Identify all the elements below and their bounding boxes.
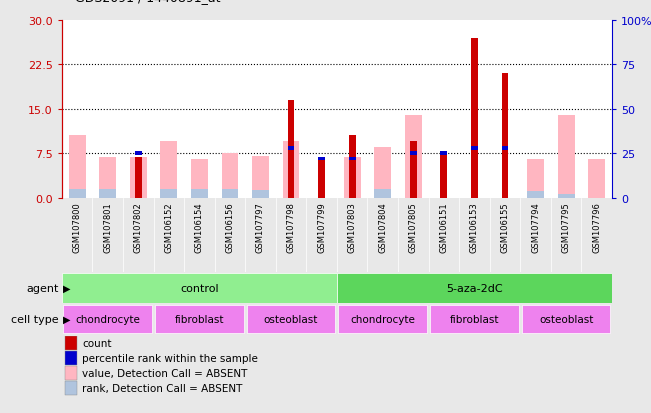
- Bar: [221, 189, 238, 198]
- Text: GSM107804: GSM107804: [378, 202, 387, 253]
- Bar: [318, 157, 325, 161]
- Bar: [63, 305, 152, 333]
- Bar: [62, 273, 337, 303]
- Bar: [64, 351, 77, 365]
- Text: fibroblast: fibroblast: [174, 314, 224, 324]
- Bar: [502, 147, 508, 150]
- Text: ▶: ▶: [63, 314, 71, 324]
- Bar: [558, 195, 574, 198]
- Bar: [135, 158, 142, 198]
- Bar: [522, 305, 611, 333]
- Bar: [155, 305, 243, 333]
- Bar: [349, 136, 355, 198]
- Bar: [283, 142, 299, 198]
- Bar: [252, 190, 269, 198]
- Bar: [527, 160, 544, 198]
- Text: GSM107794: GSM107794: [531, 202, 540, 253]
- Text: GSM107805: GSM107805: [409, 202, 418, 253]
- Text: GSM107799: GSM107799: [317, 202, 326, 253]
- Bar: [471, 147, 478, 150]
- Bar: [339, 305, 427, 333]
- Bar: [252, 157, 269, 198]
- Text: agent: agent: [26, 283, 59, 293]
- Bar: [527, 191, 544, 198]
- Text: chondrocyte: chondrocyte: [76, 314, 140, 324]
- Text: GSM107802: GSM107802: [133, 202, 143, 253]
- Text: GSM107798: GSM107798: [286, 202, 296, 253]
- Text: 5-aza-2dC: 5-aza-2dC: [446, 283, 503, 293]
- Text: cell type: cell type: [11, 314, 59, 324]
- Text: GSM106153: GSM106153: [470, 202, 479, 253]
- Bar: [64, 366, 77, 380]
- Text: GDS2091 / 1440891_at: GDS2091 / 1440891_at: [75, 0, 221, 4]
- Bar: [160, 142, 177, 198]
- Text: count: count: [82, 338, 112, 349]
- Text: GSM107803: GSM107803: [348, 202, 357, 253]
- Text: value, Detection Call = ABSENT: value, Detection Call = ABSENT: [82, 368, 247, 378]
- Text: GSM106155: GSM106155: [501, 202, 510, 252]
- Bar: [130, 158, 146, 198]
- Text: GSM106154: GSM106154: [195, 202, 204, 252]
- Bar: [69, 136, 85, 198]
- Bar: [441, 152, 447, 156]
- Bar: [441, 154, 447, 198]
- Bar: [558, 115, 574, 198]
- Bar: [221, 154, 238, 198]
- Bar: [374, 148, 391, 198]
- Text: rank, Detection Call = ABSENT: rank, Detection Call = ABSENT: [82, 383, 243, 393]
- Text: ▶: ▶: [63, 283, 71, 293]
- Bar: [410, 152, 417, 156]
- Text: GSM107796: GSM107796: [592, 202, 601, 253]
- Text: GSM107801: GSM107801: [104, 202, 112, 253]
- Bar: [191, 160, 208, 198]
- Bar: [100, 189, 116, 198]
- Text: osteoblast: osteoblast: [264, 314, 318, 324]
- Text: GSM106156: GSM106156: [225, 202, 234, 253]
- Text: GSM107795: GSM107795: [562, 202, 570, 253]
- Bar: [410, 142, 417, 198]
- Bar: [69, 189, 85, 198]
- Bar: [191, 189, 208, 198]
- Text: chondrocyte: chondrocyte: [350, 314, 415, 324]
- Bar: [135, 152, 142, 156]
- Bar: [247, 305, 335, 333]
- Text: percentile rank within the sample: percentile rank within the sample: [82, 353, 258, 363]
- Bar: [502, 74, 508, 198]
- Bar: [344, 158, 361, 198]
- Bar: [288, 147, 294, 150]
- Bar: [64, 381, 77, 395]
- Text: GSM107800: GSM107800: [73, 202, 81, 253]
- Bar: [471, 38, 478, 198]
- Text: GSM106152: GSM106152: [164, 202, 173, 252]
- Text: GSM107797: GSM107797: [256, 202, 265, 253]
- Bar: [160, 189, 177, 198]
- Bar: [589, 160, 605, 198]
- Text: GSM106151: GSM106151: [439, 202, 449, 252]
- Text: control: control: [180, 283, 219, 293]
- Bar: [288, 100, 294, 198]
- Bar: [349, 157, 355, 161]
- Bar: [318, 159, 325, 198]
- Text: osteoblast: osteoblast: [539, 314, 593, 324]
- Bar: [405, 115, 422, 198]
- Text: fibroblast: fibroblast: [450, 314, 499, 324]
- Bar: [430, 305, 519, 333]
- Bar: [374, 189, 391, 198]
- Bar: [64, 337, 77, 350]
- Bar: [100, 158, 116, 198]
- Bar: [337, 273, 612, 303]
